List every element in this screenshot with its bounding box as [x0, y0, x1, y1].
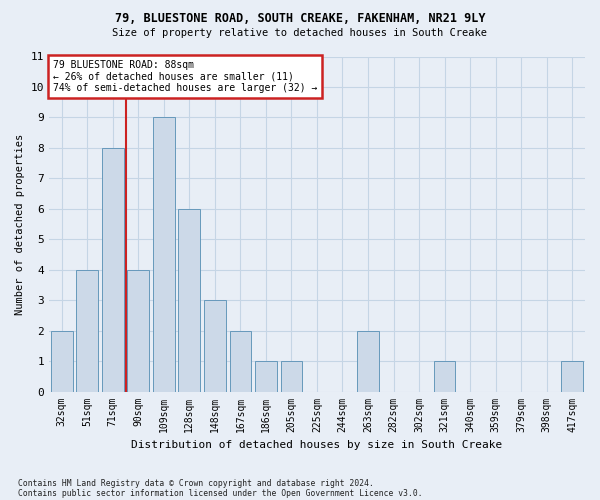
Bar	[76, 270, 98, 392]
Bar	[102, 148, 124, 392]
X-axis label: Distribution of detached houses by size in South Creake: Distribution of detached houses by size …	[131, 440, 503, 450]
Bar	[562, 361, 583, 392]
Text: 79 BLUESTONE ROAD: 88sqm
← 26% of detached houses are smaller (11)
74% of semi-d: 79 BLUESTONE ROAD: 88sqm ← 26% of detach…	[53, 60, 317, 92]
Text: Contains HM Land Registry data © Crown copyright and database right 2024.: Contains HM Land Registry data © Crown c…	[18, 478, 374, 488]
Bar	[281, 361, 302, 392]
Text: Contains public sector information licensed under the Open Government Licence v3: Contains public sector information licen…	[18, 488, 422, 498]
Bar	[357, 330, 379, 392]
Bar	[204, 300, 226, 392]
Text: 79, BLUESTONE ROAD, SOUTH CREAKE, FAKENHAM, NR21 9LY: 79, BLUESTONE ROAD, SOUTH CREAKE, FAKENH…	[115, 12, 485, 26]
Bar	[51, 330, 73, 392]
Bar	[153, 118, 175, 392]
Bar	[434, 361, 455, 392]
Bar	[127, 270, 149, 392]
Bar	[178, 209, 200, 392]
Text: Size of property relative to detached houses in South Creake: Size of property relative to detached ho…	[113, 28, 487, 38]
Y-axis label: Number of detached properties: Number of detached properties	[15, 134, 25, 314]
Bar	[230, 330, 251, 392]
Bar	[255, 361, 277, 392]
